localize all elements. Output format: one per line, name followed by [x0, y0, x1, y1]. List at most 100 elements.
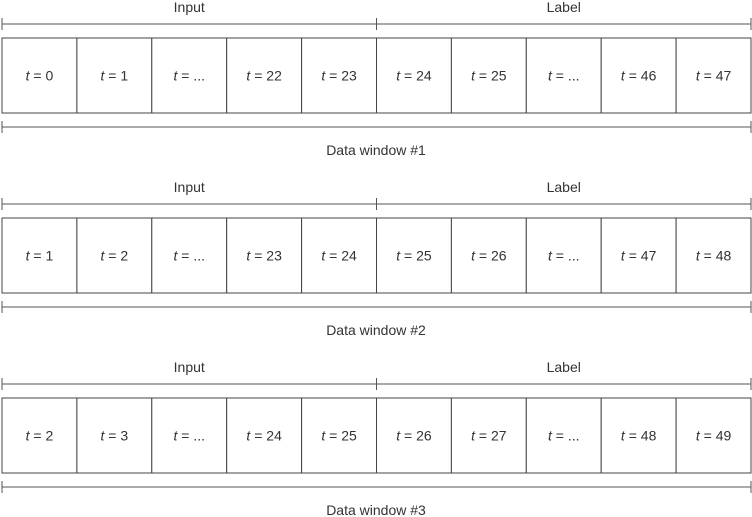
- timestep-variable: t: [26, 428, 31, 444]
- timestep-value: 24: [266, 428, 282, 444]
- timestep-cell-box: [151, 37, 228, 114]
- timestep-cell-label: t = ...: [173, 68, 205, 84]
- timestep-variable: t: [471, 428, 476, 444]
- timestep-equals: =: [475, 248, 491, 264]
- timestep-cell-box: [376, 217, 452, 294]
- timestep-equals: =: [325, 68, 341, 84]
- timestep-variable: t: [471, 68, 476, 84]
- timestep-cell-box: [376, 37, 452, 114]
- timestep-variable: t: [173, 68, 178, 84]
- timestep-cell-label: t = 47: [621, 248, 657, 264]
- timestep-value: 23: [341, 68, 357, 84]
- timestep-equals: =: [325, 248, 341, 264]
- timestep-variable: t: [396, 428, 401, 444]
- timestep-cell-label: t = ...: [173, 248, 205, 264]
- timestep-value: 49: [716, 428, 732, 444]
- timestep-cell-box: [1, 37, 78, 114]
- timestep-cell-label: t = ...: [173, 428, 205, 444]
- timestep-cell-label: t = 0: [26, 68, 54, 84]
- timestep-cell-box: [675, 37, 752, 114]
- timestep-variable: t: [101, 68, 106, 84]
- timestep-cell-label: t = 24: [246, 428, 282, 444]
- timestep-equals: =: [104, 248, 120, 264]
- timestep-variable: t: [548, 428, 553, 444]
- input-label: Input: [174, 359, 205, 375]
- timestep-equals: =: [475, 428, 491, 444]
- timestep-value: 1: [120, 68, 128, 84]
- timestep-cell-label: t = 1: [26, 248, 54, 264]
- timestep-cell-box: [675, 217, 752, 294]
- timestep-cell-label: t = 3: [101, 428, 129, 444]
- timestep-equals: =: [552, 68, 568, 84]
- timestep-cell-label: t = ...: [548, 428, 580, 444]
- input-label: Input: [174, 0, 205, 15]
- timestep-cell-label: t = 25: [321, 428, 357, 444]
- timestep-value: 24: [341, 248, 357, 264]
- timestep-variable: t: [696, 428, 701, 444]
- timestep-equals: =: [400, 428, 416, 444]
- timestep-equals: =: [400, 248, 416, 264]
- timestep-value: 2: [120, 248, 128, 264]
- timestep-cell-label: t = 24: [321, 248, 357, 264]
- timestep-variable: t: [548, 248, 553, 264]
- timestep-cell-label: t = 22: [246, 68, 282, 84]
- timestep-cell-box: [301, 37, 378, 114]
- timestep-cell: t = 46: [600, 37, 677, 114]
- window-caption: Data window #3: [326, 502, 426, 517]
- timestep-variable: t: [101, 428, 106, 444]
- timestep-variable: t: [246, 248, 251, 264]
- label-bracket: [376, 198, 752, 210]
- timestep-cell-box: [675, 397, 752, 474]
- label-bracket: [376, 378, 752, 390]
- timestep-equals: =: [625, 248, 641, 264]
- timestep-equals: =: [475, 68, 491, 84]
- timestep-variable: t: [246, 428, 251, 444]
- timestep-cell: t = 2: [1, 397, 78, 474]
- timestep-cell: t = 23: [301, 37, 378, 114]
- timestep-cell: t = 3: [76, 397, 153, 474]
- timestep-value: ...: [193, 428, 205, 444]
- timestep-cell-label: t = 47: [696, 68, 732, 84]
- timestep-cell-box: [301, 397, 378, 474]
- timestep-cell-label: t = ...: [548, 248, 580, 264]
- timestep-value: ...: [568, 248, 580, 264]
- timestep-value: 0: [45, 68, 53, 84]
- timestep-cell: t = ...: [151, 397, 228, 474]
- timestep-variable: t: [621, 428, 626, 444]
- timestep-cell: t = 23: [226, 217, 303, 294]
- timestep-cell-box: [450, 37, 527, 114]
- timestep-value: 24: [416, 68, 432, 84]
- timestep-cell-label: t = 23: [246, 248, 282, 264]
- timestep-value: 26: [416, 428, 432, 444]
- timestep-cell-box: [76, 217, 153, 294]
- timestep-cell-box: [151, 397, 228, 474]
- label-bracket: [376, 18, 752, 30]
- input-label: Input: [174, 179, 205, 195]
- timestep-cell-label: t = 23: [321, 68, 357, 84]
- timestep-value: 47: [641, 248, 657, 264]
- timestep-cell-box: [376, 397, 452, 474]
- window-caption: Data window #1: [326, 142, 426, 158]
- timestep-value: 46: [641, 68, 657, 84]
- timestep-variable: t: [173, 248, 178, 264]
- timestep-equals: =: [250, 248, 266, 264]
- timestep-variable: t: [621, 248, 626, 264]
- timestep-value: 27: [491, 428, 507, 444]
- timestep-cell: t = 24: [226, 397, 303, 474]
- timestep-variable: t: [321, 428, 326, 444]
- timestep-cell-box: [525, 37, 602, 114]
- timestep-cell-label: t = 26: [471, 248, 507, 264]
- timestep-cell-box: [1, 217, 78, 294]
- timestep-variable: t: [321, 248, 326, 264]
- timestep-equals: =: [625, 428, 641, 444]
- timestep-variable: t: [696, 68, 701, 84]
- timestep-equals: =: [30, 428, 46, 444]
- timestep-variable: t: [26, 68, 31, 84]
- window-bracket: [1, 481, 752, 493]
- timestep-cell-box: [226, 397, 303, 474]
- input-bracket: [1, 198, 377, 210]
- timestep-equals: =: [625, 68, 641, 84]
